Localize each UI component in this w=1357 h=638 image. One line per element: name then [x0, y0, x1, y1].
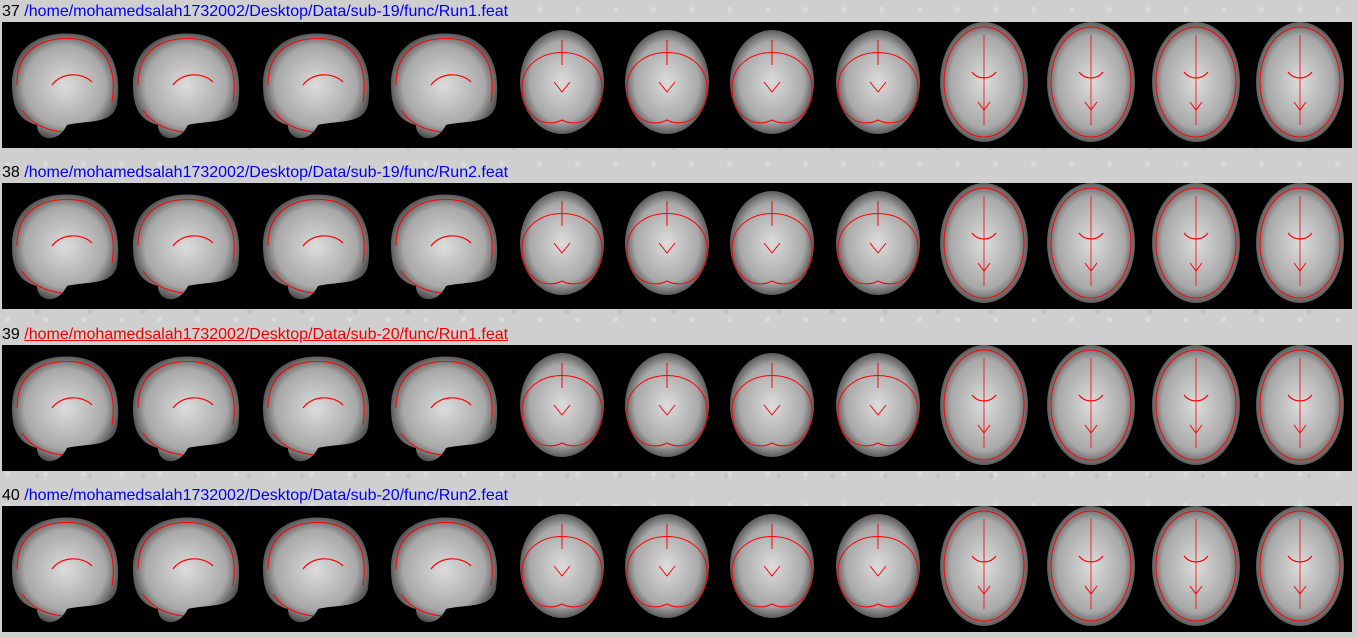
brain-coronal-icon	[520, 191, 604, 295]
brain-sagittal-icon	[133, 517, 240, 623]
entry-number: 39	[2, 326, 20, 343]
brain-sagittal-icon	[133, 356, 240, 462]
brain-coronal-icon	[836, 30, 920, 134]
brain-axial-icon	[940, 506, 1028, 626]
brain-coronal-icon	[625, 514, 709, 618]
entry-label: 39 /home/mohamedsalah1732002/Desktop/Dat…	[2, 325, 1352, 345]
brain-sagittal-icon	[263, 33, 370, 139]
brain-axial-icon	[1152, 345, 1240, 465]
brain-coronal-icon	[625, 30, 709, 134]
report-entry-37: 37 /home/mohamedsalah1732002/Desktop/Dat…	[2, 2, 1352, 148]
brain-sagittal-icon	[12, 517, 119, 623]
brain-axial-icon	[1152, 506, 1240, 626]
brain-coronal-icon	[836, 191, 920, 295]
brain-sagittal-icon	[12, 194, 119, 300]
report-entry-38: 38 /home/mohamedsalah1732002/Desktop/Dat…	[2, 163, 1352, 309]
registration-image-strip[interactable]	[2, 345, 1352, 471]
entry-number: 38	[2, 164, 20, 181]
feat-directory-link[interactable]: /home/mohamedsalah1732002/Desktop/Data/s…	[24, 326, 509, 343]
brain-coronal-icon	[520, 514, 604, 618]
brain-coronal-icon	[625, 353, 709, 457]
brain-axial-icon	[1047, 506, 1135, 626]
brain-axial-icon	[1256, 345, 1344, 465]
brain-sagittal-icon	[391, 517, 498, 623]
brain-sagittal-icon	[133, 33, 240, 139]
entry-label: 38 /home/mohamedsalah1732002/Desktop/Dat…	[2, 163, 1352, 183]
brain-coronal-icon	[730, 191, 814, 295]
entry-label: 37 /home/mohamedsalah1732002/Desktop/Dat…	[2, 2, 1352, 22]
entry-number: 37	[2, 3, 20, 20]
brain-axial-icon	[1256, 183, 1344, 303]
entry-label: 40 /home/mohamedsalah1732002/Desktop/Dat…	[2, 486, 1352, 506]
brain-sagittal-icon	[391, 33, 498, 139]
brain-coronal-icon	[730, 514, 814, 618]
brain-axial-icon	[940, 345, 1028, 465]
brain-coronal-icon	[730, 353, 814, 457]
brain-axial-icon	[1047, 183, 1135, 303]
report-entry-40: 40 /home/mohamedsalah1732002/Desktop/Dat…	[2, 486, 1352, 632]
brain-axial-icon	[940, 183, 1028, 303]
registration-image-strip[interactable]	[2, 183, 1352, 309]
brain-coronal-icon	[836, 514, 920, 618]
brain-coronal-icon	[520, 353, 604, 457]
feat-directory-link[interactable]: /home/mohamedsalah1732002/Desktop/Data/s…	[24, 3, 509, 20]
brain-axial-icon	[1047, 345, 1135, 465]
report-entry-39: 39 /home/mohamedsalah1732002/Desktop/Dat…	[2, 325, 1352, 471]
brain-coronal-icon	[836, 353, 920, 457]
brain-axial-icon	[1256, 22, 1344, 142]
brain-sagittal-icon	[133, 194, 240, 300]
feat-directory-link[interactable]: /home/mohamedsalah1732002/Desktop/Data/s…	[24, 487, 509, 504]
brain-coronal-icon	[730, 30, 814, 134]
brain-axial-icon	[940, 22, 1028, 142]
brain-sagittal-icon	[391, 356, 498, 462]
brain-sagittal-icon	[263, 517, 370, 623]
brain-axial-icon	[1256, 506, 1344, 626]
brain-sagittal-icon	[263, 356, 370, 462]
registration-image-strip[interactable]	[2, 506, 1352, 632]
feat-directory-link[interactable]: /home/mohamedsalah1732002/Desktop/Data/s…	[24, 164, 509, 181]
entry-number: 40	[2, 487, 20, 504]
brain-axial-icon	[1047, 22, 1135, 142]
brain-sagittal-icon	[12, 356, 119, 462]
registration-image-strip[interactable]	[2, 22, 1352, 148]
brain-sagittal-icon	[391, 194, 498, 300]
brain-sagittal-icon	[12, 33, 119, 139]
brain-axial-icon	[1152, 183, 1240, 303]
brain-sagittal-icon	[263, 194, 370, 300]
brain-coronal-icon	[520, 30, 604, 134]
brain-axial-icon	[1152, 22, 1240, 142]
brain-coronal-icon	[625, 191, 709, 295]
